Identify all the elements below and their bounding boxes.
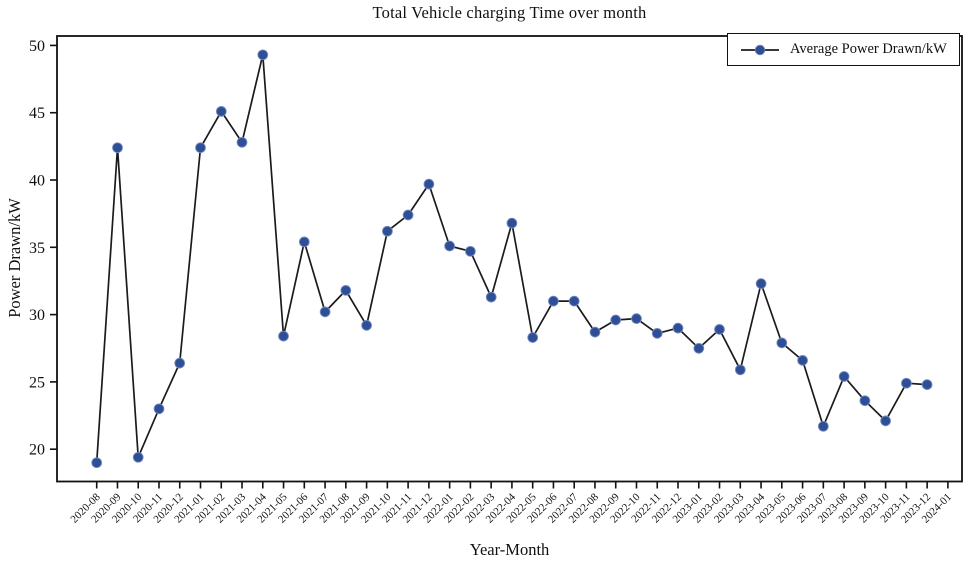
data-point bbox=[91, 457, 103, 469]
data-point bbox=[506, 217, 518, 229]
data-point bbox=[755, 278, 767, 289]
data-point bbox=[901, 377, 912, 389]
x-axis-title: Year-Month bbox=[469, 540, 550, 559]
data-point bbox=[278, 330, 289, 342]
data-point bbox=[340, 285, 352, 296]
data-point bbox=[423, 178, 435, 190]
y-tick-label: 40 bbox=[29, 173, 45, 190]
y-tick-label: 35 bbox=[29, 240, 45, 257]
data-point bbox=[361, 320, 372, 331]
data-point bbox=[672, 322, 684, 334]
y-tick-label: 50 bbox=[29, 38, 45, 55]
data-point bbox=[465, 245, 476, 257]
data-point bbox=[444, 240, 455, 252]
data-point bbox=[382, 225, 393, 237]
data-point bbox=[174, 357, 186, 369]
data-point bbox=[319, 306, 331, 318]
data-point bbox=[838, 371, 850, 382]
data-point bbox=[257, 49, 269, 61]
legend-line-marker-icon bbox=[741, 44, 779, 55]
data-point bbox=[485, 291, 497, 303]
data-point bbox=[589, 326, 601, 338]
data-point bbox=[236, 136, 248, 148]
data-point bbox=[859, 395, 871, 407]
data-point bbox=[651, 328, 663, 339]
data-point bbox=[693, 342, 705, 354]
y-tick-label: 45 bbox=[29, 105, 45, 122]
chart-title: Total Vehicle charging Time over month bbox=[372, 3, 647, 22]
data-point bbox=[776, 337, 788, 349]
legend-label: Average Power Drawn/kW bbox=[790, 41, 947, 57]
data-point bbox=[734, 364, 746, 376]
data-point bbox=[527, 332, 539, 343]
y-axis-title: Power Drawn/kW bbox=[5, 198, 24, 318]
y-tick-label: 20 bbox=[29, 442, 45, 459]
data-point bbox=[215, 106, 227, 117]
data-point bbox=[132, 451, 144, 463]
data-point bbox=[714, 324, 725, 335]
data-point bbox=[797, 355, 808, 366]
legend: Average Power Drawn/kW bbox=[727, 33, 960, 66]
plot-frame bbox=[56, 35, 963, 483]
data-point bbox=[631, 313, 642, 324]
data-point bbox=[548, 295, 559, 307]
data-point bbox=[817, 420, 829, 432]
y-tick-label: 30 bbox=[29, 307, 45, 324]
data-point bbox=[568, 295, 580, 307]
data-point bbox=[610, 314, 622, 326]
data-point bbox=[402, 209, 414, 221]
data-point bbox=[880, 415, 891, 427]
data-point bbox=[921, 379, 933, 390]
data-point bbox=[153, 403, 165, 415]
data-point bbox=[195, 142, 206, 154]
y-tick-label: 25 bbox=[29, 374, 45, 391]
data-point bbox=[112, 142, 123, 154]
data-point bbox=[298, 236, 310, 248]
